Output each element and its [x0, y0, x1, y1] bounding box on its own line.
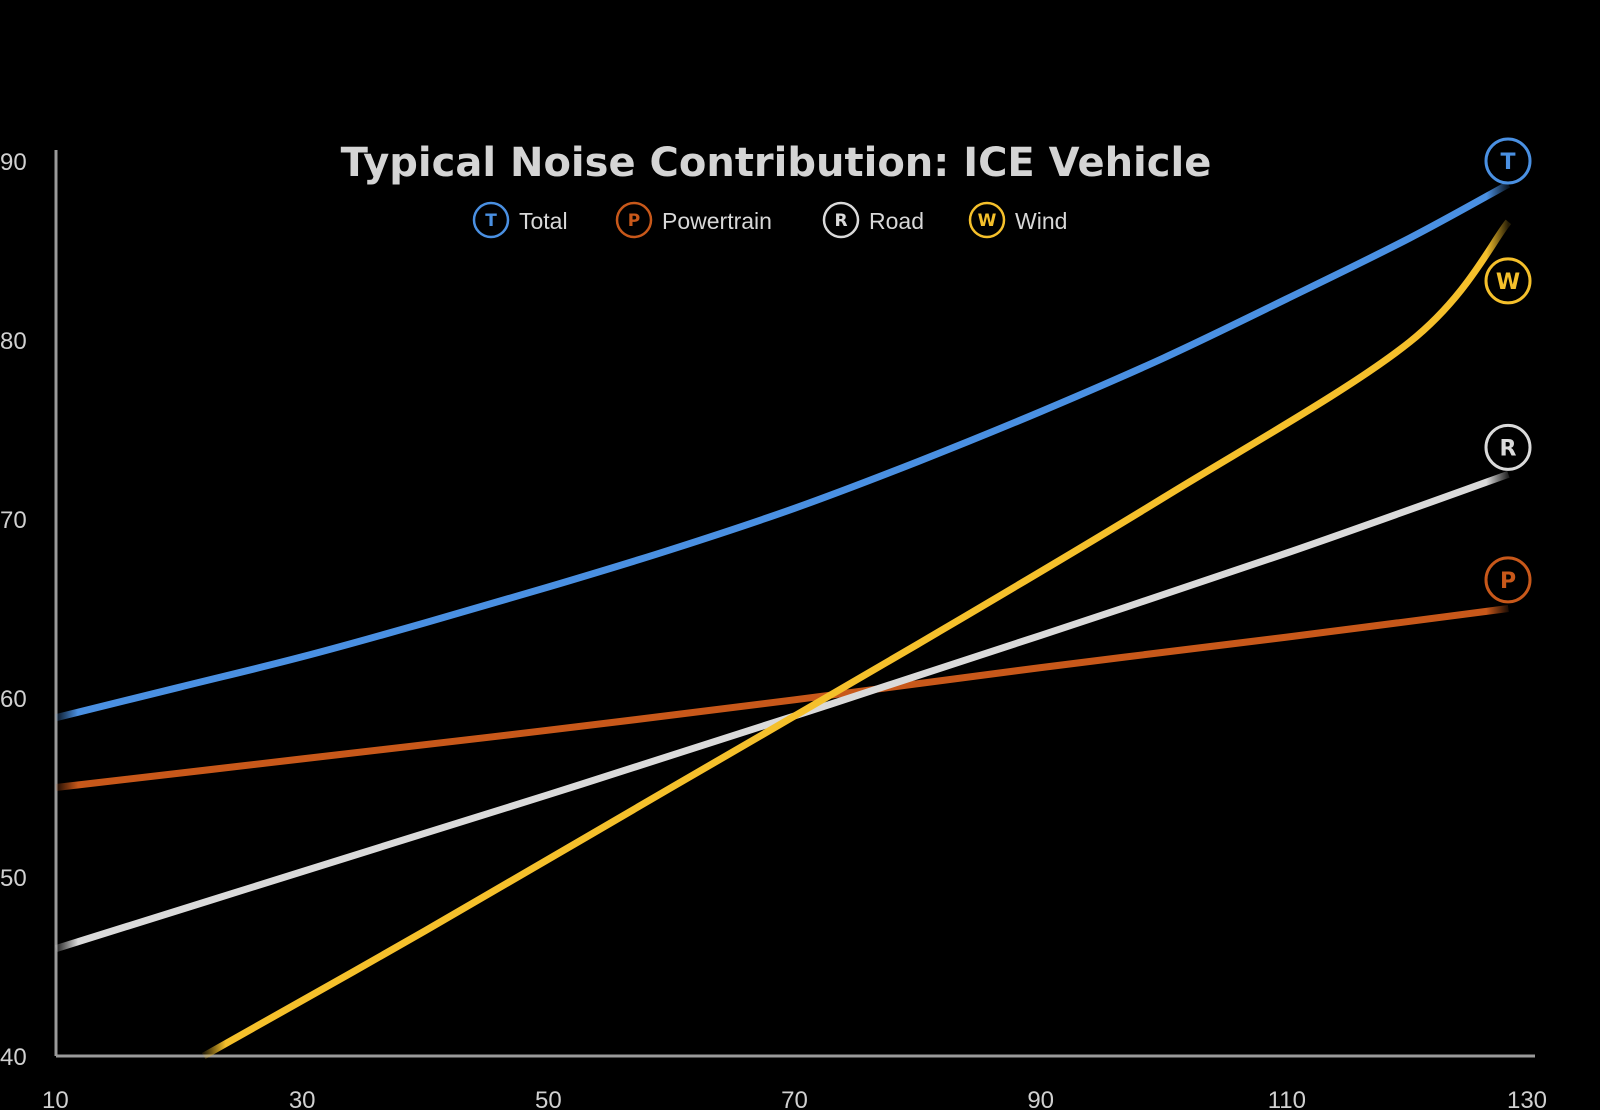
end-badge-w: W [1484, 257, 1532, 305]
legend-item-total: T Total [472, 201, 568, 239]
series-line-road [54, 471, 1510, 952]
end-badges: T W R P [1484, 137, 1532, 604]
legend-badge-letter: T [485, 211, 497, 231]
y-tick-label: 60 [0, 686, 27, 713]
x-tick-label: 10 [42, 1087, 69, 1110]
end-badge-circle-icon [1484, 423, 1532, 471]
x-tick-label: 90 [1027, 1087, 1054, 1110]
x-tick-label: 50 [535, 1087, 562, 1110]
legend-label: Wind [1015, 208, 1067, 234]
y-tick-label: 40 [0, 1044, 27, 1071]
x-tick-labels: 10 30 50 70 90 110 130 [42, 1087, 1547, 1110]
legend-badge-letter: R [834, 211, 847, 231]
legend-item-wind: W Wind [968, 201, 1067, 239]
legend-badge-icon [968, 201, 1006, 239]
legend-badge-letter: W [978, 211, 997, 231]
legend-item-road: R Road [822, 201, 924, 239]
x-tick-label: 130 [1507, 1087, 1547, 1110]
end-badge-letter: W [1496, 270, 1520, 295]
y-tick-label: 50 [0, 865, 27, 892]
legend-item-powertrain: P Powertrain [615, 201, 772, 239]
legend: T Total P Powertrain R Road W Wind [472, 201, 1067, 239]
end-badge-t: T [1484, 137, 1532, 185]
y-tick-labels: 40 50 60 70 80 90 [0, 149, 27, 1071]
axes [54, 150, 1535, 1058]
end-badge-letter: T [1500, 150, 1515, 175]
legend-badge-icon [472, 201, 510, 239]
end-badge-letter: P [1500, 569, 1516, 594]
legend-label: Powertrain [662, 208, 772, 234]
x-tick-label: 70 [781, 1087, 808, 1110]
series-line-wind [201, 219, 1512, 1060]
end-badge-p: P [1484, 556, 1532, 604]
y-tick-label: 70 [0, 507, 27, 534]
end-badge-circle-icon [1484, 257, 1532, 305]
end-badge-r: R [1484, 423, 1532, 471]
legend-badge-icon [615, 201, 653, 239]
end-badge-circle-icon [1484, 137, 1532, 185]
x-tick-label: 30 [289, 1087, 316, 1110]
y-tick-label: 80 [0, 328, 27, 355]
legend-label: Total [519, 208, 568, 234]
chart-title: Typical Noise Contribution: ICE Vehicle [341, 140, 1212, 186]
legend-label: Road [869, 208, 924, 234]
end-badge-letter: R [1500, 436, 1517, 461]
end-badge-circle-icon [1484, 556, 1532, 604]
series-lines [54, 181, 1512, 1060]
x-tick-label: 110 [1268, 1087, 1306, 1110]
series-line-total [55, 181, 1511, 722]
legend-badge-icon [822, 201, 860, 239]
series-line-powertrain [55, 605, 1509, 791]
y-tick-label: 90 [0, 149, 27, 176]
legend-badge-letter: P [628, 211, 640, 231]
